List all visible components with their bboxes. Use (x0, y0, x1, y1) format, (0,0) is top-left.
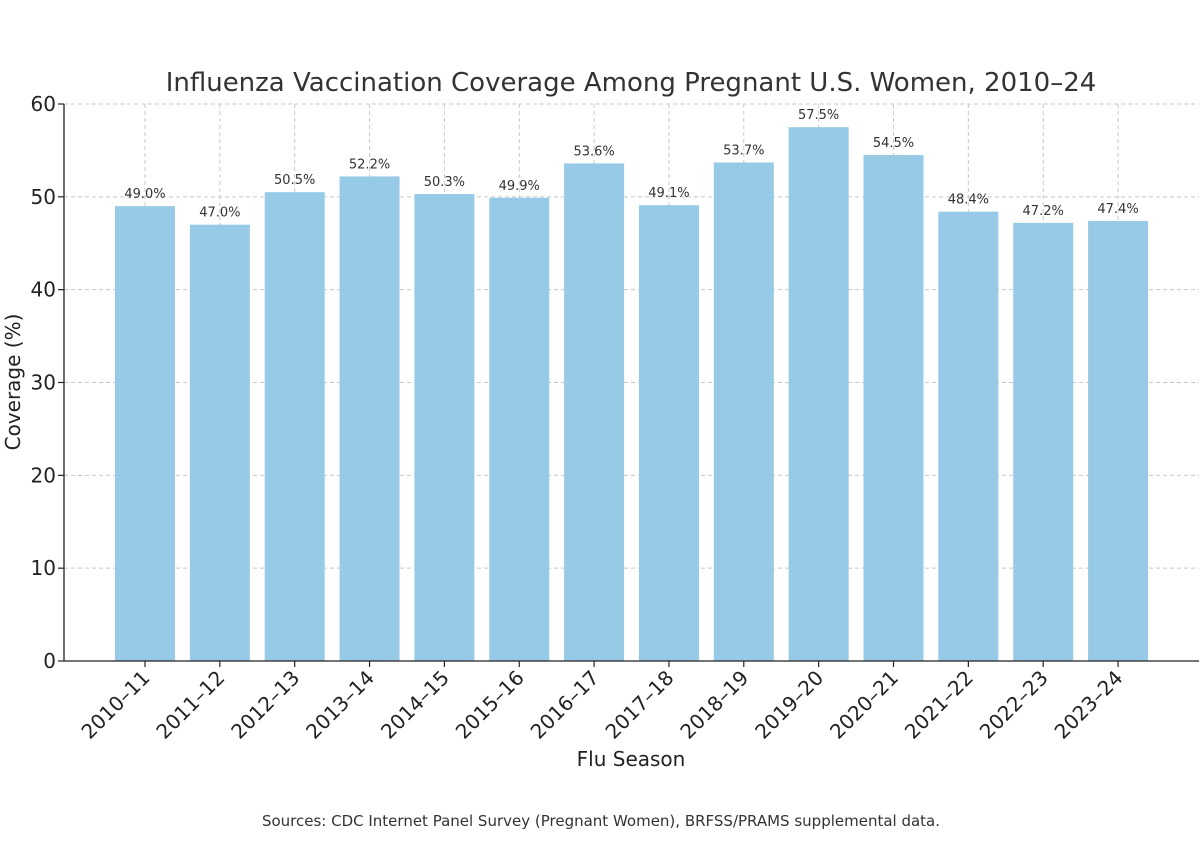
y-axis-ticks: 0 10 20 30 40 50 60 (31, 92, 64, 673)
bar-value-label: 49.1% (648, 186, 689, 201)
bar (938, 211, 999, 662)
bar-value-label: 53.6% (573, 144, 614, 159)
bar (339, 176, 400, 661)
x-tick-label: 2017–18 (600, 666, 678, 744)
x-tick-label: 2018–19 (675, 666, 753, 744)
bar-value-label: 49.9% (499, 179, 540, 194)
bar-value-label: 47.0% (199, 206, 240, 221)
x-axis-ticks: 2010–112011–122012–132013–142014–152015–… (76, 661, 1128, 744)
x-tick-label: 2021–22 (900, 666, 978, 744)
y-tick-label: 60 (31, 92, 56, 116)
bar-value-label: 47.2% (1023, 204, 1064, 219)
x-tick-label: 2010–11 (76, 666, 154, 744)
y-tick-label: 10 (31, 556, 56, 580)
bar-value-label: 53.7% (723, 143, 764, 158)
bar (1013, 222, 1074, 661)
bar (638, 205, 699, 661)
x-tick-label: 2019–20 (750, 666, 828, 744)
bar-value-label: 54.5% (873, 136, 914, 151)
bar (788, 127, 849, 662)
bars (115, 127, 1149, 662)
bar (189, 224, 250, 661)
bar-value-label: 57.5% (798, 108, 839, 123)
bar-value-label: 48.4% (948, 193, 989, 208)
y-axis-label: Coverage (%) (1, 314, 25, 451)
x-tick-label: 2013–14 (301, 666, 379, 744)
bar (489, 197, 550, 662)
y-tick-label: 30 (31, 371, 56, 395)
x-tick-label: 2015–16 (451, 666, 529, 744)
x-tick-label: 2023–24 (1050, 666, 1128, 744)
x-tick-label: 2011–12 (151, 666, 229, 744)
x-tick-label: 2020–21 (825, 666, 903, 744)
x-axis-label: Flu Season (577, 747, 686, 771)
y-tick-label: 0 (43, 649, 56, 673)
bar (713, 162, 774, 662)
x-tick-label: 2016–17 (526, 666, 604, 744)
bar (1088, 220, 1149, 661)
bar (115, 206, 175, 661)
bar-value-label: 50.3% (424, 175, 465, 190)
bar-value-label: 50.5% (274, 173, 315, 188)
bar (863, 155, 924, 661)
source-note: Sources: CDC Internet Panel Survey (Preg… (262, 812, 940, 830)
x-tick-label: 2012–13 (226, 666, 304, 744)
y-tick-label: 40 (31, 278, 56, 302)
y-tick-label: 20 (31, 463, 56, 487)
bar (564, 163, 625, 661)
bar-value-label: 47.4% (1097, 202, 1138, 217)
chart-title: Influenza Vaccination Coverage Among Pre… (166, 68, 1097, 98)
data-labels: 49.0% 47.0% 50.5% 52.2% 50.3% 49.9% 53.6% 49.1%… (124, 108, 1138, 220)
bar-value-label: 52.2% (349, 157, 390, 172)
x-tick-label: 2014–15 (376, 666, 454, 744)
bar-value-label: 49.0% (124, 187, 165, 202)
bar (414, 194, 475, 661)
bar (264, 192, 325, 662)
y-tick-label: 50 (31, 185, 56, 209)
x-tick-label: 2022–23 (975, 666, 1053, 744)
